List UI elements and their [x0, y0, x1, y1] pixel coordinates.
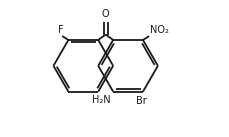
Text: Br: Br [136, 96, 147, 106]
Text: F: F [58, 25, 64, 35]
Text: O: O [102, 9, 109, 19]
Text: NO₂: NO₂ [150, 25, 169, 35]
Text: H₂N: H₂N [93, 95, 111, 105]
